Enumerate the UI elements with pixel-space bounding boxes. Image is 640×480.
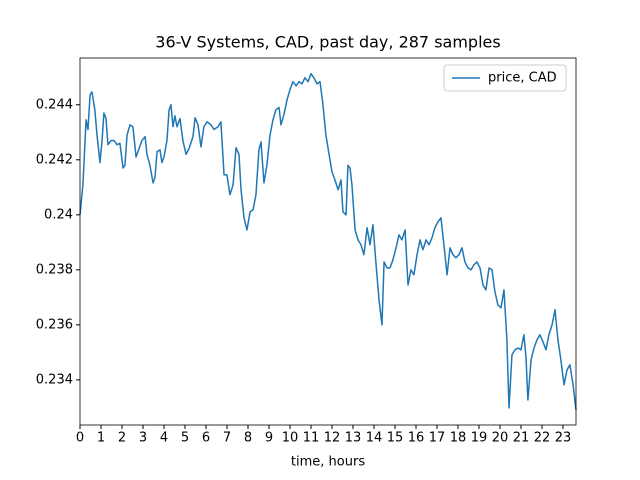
plot-frame bbox=[79, 57, 577, 426]
y-tick-label: 0.24 bbox=[44, 207, 73, 222]
x-tick-label: 7 bbox=[223, 431, 231, 446]
y-tick-label: 0.244 bbox=[36, 97, 73, 112]
x-tick-label: 1 bbox=[97, 431, 105, 446]
x-tick-label: 2 bbox=[118, 431, 126, 446]
x-tick-label: 5 bbox=[181, 431, 189, 446]
x-tick-label: 16 bbox=[408, 431, 425, 446]
x-tick-label: 22 bbox=[534, 431, 551, 446]
legend-box bbox=[443, 64, 567, 92]
price-line bbox=[79, 72, 577, 410]
y-tick-label: 0.238 bbox=[36, 262, 73, 277]
x-axis-label: time, hours bbox=[291, 455, 365, 470]
x-tick-label: 19 bbox=[471, 431, 488, 446]
x-tick-label: 20 bbox=[492, 431, 509, 446]
x-tick-label: 18 bbox=[450, 431, 467, 446]
x-tick-label: 15 bbox=[387, 431, 404, 446]
x-tick-label: 10 bbox=[282, 431, 299, 446]
x-tick-label: 12 bbox=[324, 431, 341, 446]
x-tick-label: 11 bbox=[303, 431, 320, 446]
x-tick-label: 3 bbox=[139, 431, 147, 446]
x-tick-label: 17 bbox=[429, 431, 446, 446]
x-tick-label: 6 bbox=[202, 431, 210, 446]
x-tick-label: 4 bbox=[160, 431, 168, 446]
y-tick-label: 0.234 bbox=[36, 372, 73, 387]
x-tick-label: 21 bbox=[513, 431, 530, 446]
y-tick-label: 0.236 bbox=[36, 317, 73, 332]
chart-title: 36-V Systems, CAD, past day, 287 samples bbox=[155, 33, 500, 52]
x-tick-label: 9 bbox=[265, 431, 273, 446]
y-tick-label: 0.242 bbox=[36, 152, 73, 167]
x-tick-label: 13 bbox=[345, 431, 362, 446]
legend-label: price, CAD bbox=[488, 71, 557, 86]
x-tick-label: 8 bbox=[244, 431, 252, 446]
x-tick-label: 0 bbox=[76, 431, 84, 446]
x-tick-label: 14 bbox=[366, 431, 383, 446]
x-tick-label: 23 bbox=[555, 431, 572, 446]
